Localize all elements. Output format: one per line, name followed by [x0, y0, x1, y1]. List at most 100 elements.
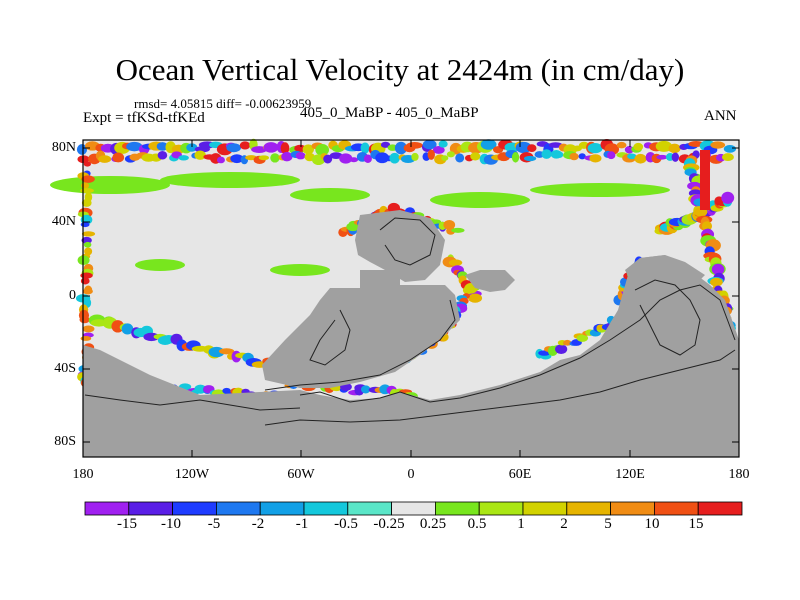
velocity-patch	[82, 325, 95, 333]
velocity-patch	[81, 198, 92, 207]
velocity-patch	[616, 141, 627, 149]
x-label-180w: 180	[72, 467, 94, 482]
colorbar-box	[697, 501, 743, 516]
colorbar-box	[172, 501, 217, 516]
velocity-patch	[194, 150, 206, 160]
velocity-patch	[710, 277, 723, 287]
velocity-patch	[723, 145, 737, 153]
coastline	[309, 309, 351, 366]
velocity-patch	[239, 141, 251, 150]
velocity-patch	[527, 144, 537, 152]
velocity-patch	[380, 141, 391, 148]
velocity-patch	[480, 139, 497, 150]
colorbar-box	[610, 501, 655, 516]
velocity-patch	[80, 336, 92, 341]
velocity-patch	[446, 151, 455, 158]
velocity-patch	[470, 152, 481, 161]
velocity-patch	[157, 150, 168, 160]
velocity-patch	[329, 152, 343, 159]
velocity-patch	[83, 241, 92, 248]
y-label-80s: 80S	[54, 434, 76, 449]
velocity-patch	[98, 155, 112, 163]
velocity-patch	[427, 149, 435, 160]
map-subtitle: 405_0_MaBP - 405_0_MaBP	[300, 105, 479, 121]
colorbar-box	[478, 501, 524, 516]
velocity-patch	[451, 227, 465, 233]
velocity-patch	[701, 221, 713, 231]
y-label-40n: 40N	[51, 214, 76, 229]
experiment-label: Expt = tfKSd-tfKEd	[83, 110, 205, 126]
colorbar-box	[654, 501, 699, 516]
land-polygon	[83, 255, 739, 457]
colorbar-box	[303, 501, 349, 516]
velocity-patch	[633, 142, 644, 151]
velocity-patch	[668, 143, 681, 154]
velocity-patch	[360, 385, 371, 394]
velocity-patch	[270, 264, 330, 276]
velocity-patch	[226, 143, 241, 153]
velocity-patch	[430, 192, 530, 208]
map-field	[50, 138, 739, 457]
coastline	[379, 217, 436, 266]
velocity-patch	[700, 150, 710, 210]
colorbar-label: 0.25	[419, 516, 447, 532]
velocity-patch	[634, 153, 647, 164]
velocity-patch	[563, 339, 572, 346]
velocity-patch	[394, 141, 408, 155]
velocity-patch	[363, 154, 372, 163]
velocity-patch	[441, 155, 449, 161]
velocity-patch	[83, 161, 92, 167]
velocity-patch	[576, 334, 589, 342]
velocity-patch	[389, 152, 400, 164]
velocity-patch	[422, 139, 437, 150]
velocity-patch	[438, 140, 448, 148]
velocity-patch	[295, 152, 306, 160]
land-polygon	[262, 270, 460, 388]
axis-ticks	[82, 140, 740, 457]
velocity-patch	[280, 142, 290, 155]
velocity-patch	[541, 149, 552, 159]
coastlines	[84, 217, 736, 426]
velocity-patch	[178, 155, 189, 161]
velocity-patch	[448, 259, 463, 266]
velocity-patch	[160, 172, 300, 188]
colorbar-label: -5	[207, 516, 221, 532]
coastline	[264, 349, 736, 426]
colorbar-label: -0.25	[373, 516, 405, 532]
velocity-patch	[81, 182, 89, 190]
colorbar-box	[128, 501, 174, 516]
velocity-patch	[302, 144, 314, 155]
velocity-patch	[80, 222, 90, 228]
colorbar-label: 1	[517, 516, 525, 532]
velocity-patch	[135, 259, 185, 271]
colorbar-box	[347, 501, 392, 516]
velocity-patch	[186, 143, 198, 152]
velocity-patch	[446, 226, 456, 235]
colorbar-label: 0.5	[467, 516, 487, 532]
velocity-patch	[721, 191, 735, 204]
velocity-patch	[84, 247, 93, 256]
velocity-patch	[258, 155, 270, 161]
velocity-patch	[290, 188, 370, 202]
velocity-patch	[315, 144, 330, 156]
velocity-patch	[607, 151, 616, 160]
x-label-0: 0	[407, 467, 415, 482]
y-label-0: 0	[69, 288, 76, 303]
x-label-180e: 180	[728, 467, 750, 482]
velocity-patch	[555, 151, 564, 158]
colorbar-box	[522, 501, 568, 516]
velocity-patch	[81, 231, 96, 237]
velocity-patch	[82, 288, 93, 295]
velocity-patch	[411, 152, 419, 161]
velocity-patch	[589, 154, 602, 163]
colorbar-label: -1	[295, 516, 309, 532]
x-label-60w: 60W	[287, 467, 315, 482]
colorbar-box	[566, 501, 611, 516]
colorbar-box	[434, 501, 480, 516]
velocity-patch	[323, 154, 333, 164]
velocity-patch	[406, 142, 423, 149]
velocity-patch	[76, 144, 88, 155]
velocity-patch	[126, 141, 143, 152]
velocity-patch	[349, 157, 359, 163]
